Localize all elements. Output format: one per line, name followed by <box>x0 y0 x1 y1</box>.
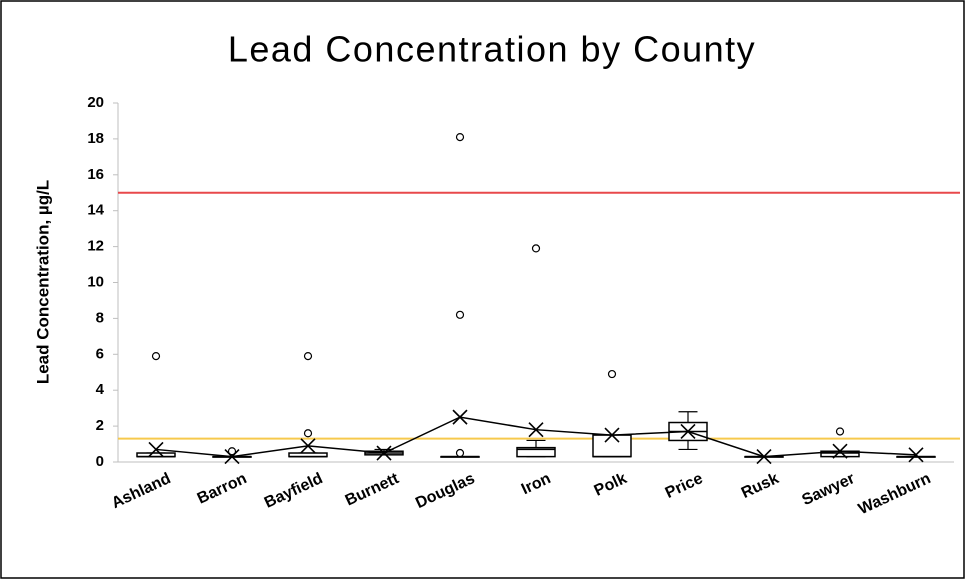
mean-marker <box>680 423 696 440</box>
mean-marker <box>756 449 772 465</box>
y-tick-label: 18 <box>87 130 104 147</box>
outlier <box>455 310 465 319</box>
y-tick-label: 20 <box>87 94 104 111</box>
chart-title: Lead Concentration by County <box>228 29 756 70</box>
y-tick-label: 4 <box>96 381 105 398</box>
mean-marker <box>604 427 620 443</box>
mean-marker <box>832 443 848 459</box>
y-tick-label: 14 <box>87 202 104 219</box>
mean-marker <box>528 422 544 438</box>
y-tick-label: 2 <box>96 417 104 434</box>
outlier <box>455 448 465 458</box>
outlier <box>835 427 845 436</box>
y-tick-label: 16 <box>87 166 104 183</box>
outlier <box>303 429 313 438</box>
mean-marker <box>376 445 392 461</box>
outlier <box>227 447 237 456</box>
box <box>592 434 632 458</box>
mean-marker <box>148 441 164 458</box>
y-tick-label: 10 <box>87 273 104 290</box>
mean-marker <box>908 447 924 463</box>
y-axis-label: Lead Concentration, µg/L <box>33 180 52 384</box>
mean-marker <box>452 409 468 425</box>
box <box>516 446 556 458</box>
y-tick-label: 12 <box>87 238 104 255</box>
outlier <box>607 369 617 379</box>
y-tick-label: 8 <box>96 309 104 326</box>
outlier <box>531 244 541 253</box>
mean-marker <box>300 438 316 454</box>
outlier <box>303 351 313 361</box>
outlier <box>151 351 161 361</box>
y-tick-label: 0 <box>96 453 104 470</box>
outlier <box>455 133 465 142</box>
y-tick-label: 6 <box>96 345 104 362</box>
mean-marker <box>224 449 240 465</box>
